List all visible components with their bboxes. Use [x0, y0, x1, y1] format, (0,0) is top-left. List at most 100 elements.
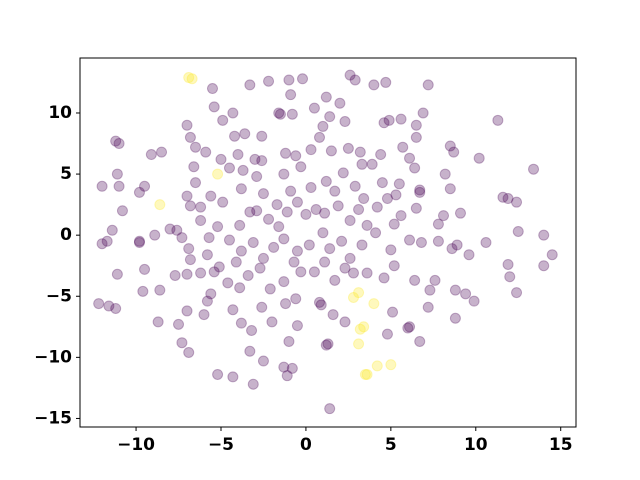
x-tick-label: 10 — [464, 435, 488, 455]
point — [195, 201, 207, 213]
point — [337, 167, 349, 179]
point — [137, 285, 149, 297]
point — [387, 306, 399, 318]
point — [339, 316, 351, 328]
point — [195, 267, 207, 279]
point — [249, 153, 261, 165]
point — [290, 150, 302, 162]
point — [266, 316, 278, 328]
point — [308, 266, 320, 278]
point — [332, 200, 344, 212]
point — [278, 168, 290, 180]
point — [319, 207, 331, 219]
point — [280, 147, 292, 159]
point — [227, 107, 239, 119]
point — [305, 144, 317, 156]
point — [201, 249, 213, 261]
point — [324, 111, 336, 123]
point — [538, 229, 550, 241]
point — [395, 113, 407, 125]
point — [395, 210, 407, 222]
point — [356, 239, 368, 251]
x-tick-label: 0 — [300, 435, 312, 455]
point — [429, 274, 441, 286]
point — [113, 138, 125, 150]
point — [314, 296, 326, 308]
point — [511, 287, 523, 299]
y-tick-label: 5 — [60, 164, 72, 184]
point — [244, 79, 256, 91]
point — [409, 274, 421, 286]
point — [101, 235, 113, 247]
point — [308, 102, 320, 114]
point — [190, 177, 202, 189]
point — [546, 249, 558, 261]
point — [371, 201, 383, 213]
point — [410, 131, 422, 143]
point — [208, 101, 220, 113]
point — [314, 131, 326, 143]
point — [256, 130, 268, 142]
point — [385, 244, 397, 256]
point — [190, 141, 202, 153]
point — [188, 161, 200, 173]
point — [184, 131, 196, 143]
point — [322, 338, 334, 350]
point — [324, 403, 336, 415]
point — [133, 237, 145, 248]
point — [492, 114, 504, 126]
point — [354, 323, 366, 335]
point — [402, 322, 414, 334]
point — [256, 155, 268, 167]
point — [116, 205, 128, 217]
point — [356, 158, 368, 170]
point — [378, 117, 390, 129]
point — [502, 258, 514, 270]
point — [381, 193, 393, 205]
point — [444, 140, 456, 152]
point — [263, 75, 275, 87]
point — [169, 269, 181, 281]
point — [273, 107, 285, 119]
point — [468, 295, 480, 307]
point — [319, 256, 331, 268]
point — [504, 271, 516, 283]
point — [133, 186, 145, 198]
point — [454, 207, 466, 219]
point — [361, 219, 373, 231]
x-tick-label: −10 — [117, 435, 155, 455]
point — [247, 237, 259, 248]
point — [183, 346, 195, 358]
x-tick-label: 5 — [385, 435, 397, 455]
point — [381, 328, 393, 340]
point — [246, 324, 258, 336]
point — [378, 272, 390, 284]
point — [205, 190, 217, 202]
point — [320, 339, 332, 351]
point — [217, 114, 229, 126]
point — [215, 153, 227, 165]
point — [195, 215, 207, 227]
point — [283, 74, 295, 86]
point — [463, 249, 475, 261]
point — [154, 199, 166, 211]
point — [383, 114, 395, 126]
point — [342, 142, 354, 154]
point — [273, 221, 285, 233]
point — [327, 309, 339, 321]
point — [173, 318, 185, 330]
point — [528, 163, 540, 175]
y-tick-label: −5 — [46, 286, 72, 306]
point — [353, 204, 365, 216]
x-tick-label: 15 — [549, 435, 573, 455]
point — [283, 335, 295, 347]
point — [103, 300, 115, 312]
point — [371, 360, 383, 372]
point — [358, 321, 370, 333]
point — [212, 368, 224, 380]
point — [181, 268, 193, 280]
point — [414, 335, 426, 347]
point — [460, 288, 472, 300]
point — [315, 299, 327, 311]
point — [361, 267, 373, 279]
